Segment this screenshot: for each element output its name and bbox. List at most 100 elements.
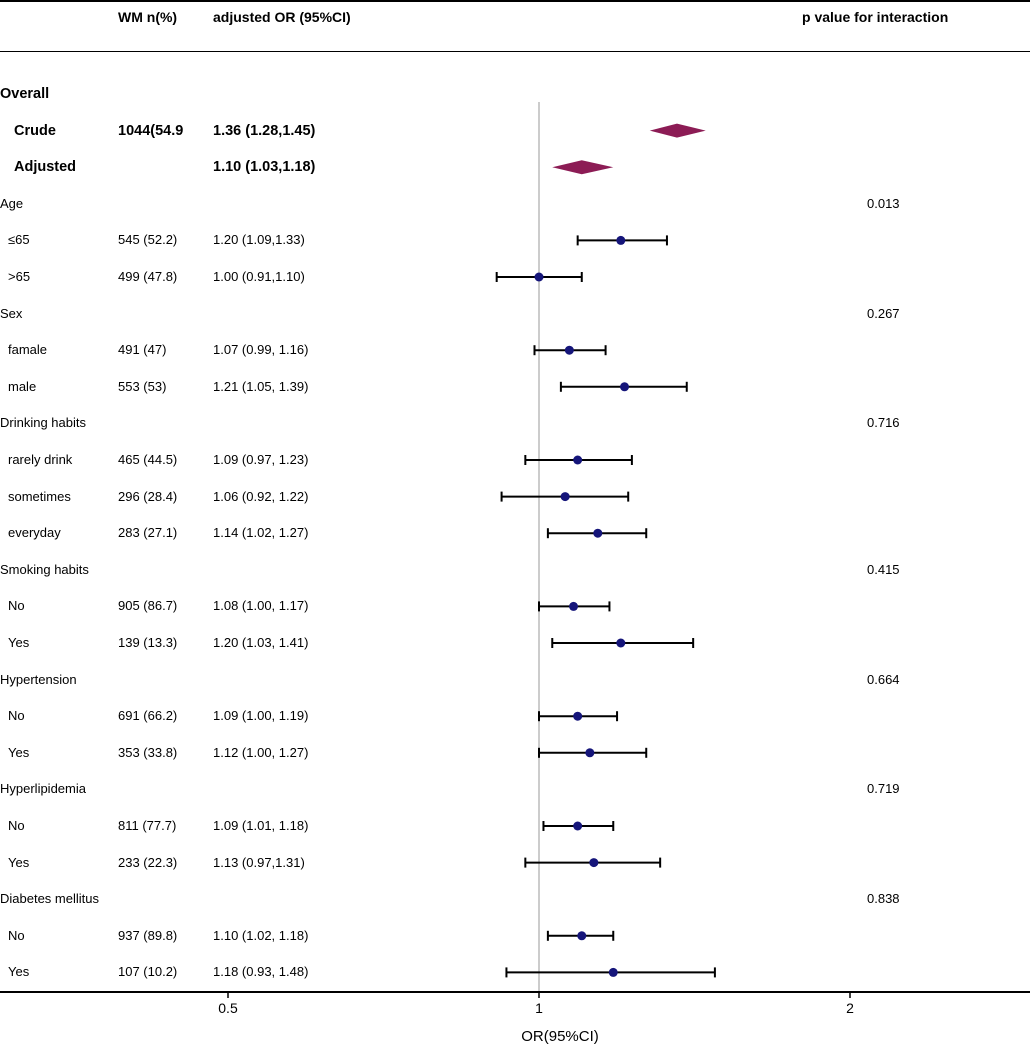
header-p: p value for interaction bbox=[802, 9, 949, 25]
table-row: everyday 283 (27.1) 1.14 (1.02, 1.27) bbox=[0, 515, 1030, 551]
row-n: 1044(54.9 bbox=[118, 122, 184, 139]
estimate-point bbox=[585, 748, 595, 758]
x-tick-label: 0.5 bbox=[218, 1000, 238, 1016]
x-tick-label: 1 bbox=[535, 1000, 543, 1016]
table-row: Overall bbox=[0, 76, 1030, 112]
row-p: 0.719 bbox=[867, 781, 900, 797]
table-row: Drinking habits 0.716 bbox=[0, 405, 1030, 441]
row-label: famale bbox=[8, 342, 48, 358]
row-p: 0.838 bbox=[867, 891, 900, 907]
row-n: 296 (28.4) bbox=[118, 488, 178, 504]
row-p: 0.267 bbox=[867, 305, 900, 321]
row-label: Smoking habits bbox=[0, 561, 89, 577]
x-axis-label: OR(95%CI) bbox=[521, 1028, 599, 1045]
row-label: No bbox=[8, 927, 25, 943]
row-n: 353 (33.8) bbox=[118, 744, 178, 760]
row-label: rarely drink bbox=[8, 452, 73, 467]
row-or: 1.06 (0.92, 1.22) bbox=[213, 488, 309, 504]
table-row: No 905 (86.7) 1.08 (1.00, 1.17) bbox=[0, 588, 1030, 624]
table-row: No 691 (66.2) 1.09 (1.00, 1.19) bbox=[0, 698, 1030, 734]
header-n: WM n(%) bbox=[118, 9, 178, 25]
row-or: 1.20 (1.03, 1.41) bbox=[213, 635, 309, 650]
row-label: No bbox=[8, 598, 25, 614]
estimate-point bbox=[616, 638, 626, 648]
row-n: 107 (10.2) bbox=[118, 964, 178, 980]
table-row: Yes 107 (10.2) 1.18 (0.93, 1.48) bbox=[0, 954, 1030, 990]
estimate-point bbox=[620, 382, 630, 392]
row-n: 139 (13.3) bbox=[118, 635, 178, 650]
estimate-point bbox=[573, 711, 583, 721]
row-n: 233 (22.3) bbox=[118, 854, 178, 870]
estimate-point bbox=[560, 492, 570, 502]
row-label: >65 bbox=[8, 269, 31, 284]
row-label: Yes bbox=[8, 744, 30, 760]
row-n: 937 (89.8) bbox=[118, 927, 178, 943]
row-n: 465 (44.5) bbox=[118, 452, 178, 467]
estimate-point bbox=[589, 858, 599, 868]
table-row: Age 0.013 bbox=[0, 186, 1030, 222]
x-tick-label: 2 bbox=[846, 1000, 854, 1016]
table-row: Smoking habits 0.415 bbox=[0, 552, 1030, 588]
row-or: 1.10 (1.03,1.18) bbox=[213, 159, 316, 176]
row-label: No bbox=[8, 818, 25, 833]
row-or: 1.08 (1.00, 1.17) bbox=[213, 598, 309, 614]
row-label: ≤65 bbox=[8, 232, 30, 248]
table-row: male 553 (53) 1.21 (1.05, 1.39) bbox=[0, 369, 1030, 405]
row-n: 691 (66.2) bbox=[118, 708, 178, 724]
estimate-point bbox=[569, 601, 579, 611]
row-label: Overall bbox=[0, 86, 50, 102]
header-or: adjusted OR (95%CI) bbox=[213, 9, 351, 25]
row-label: Yes bbox=[8, 964, 30, 980]
estimate-point bbox=[577, 931, 587, 941]
row-p: 0.716 bbox=[867, 415, 900, 431]
row-or: 1.18 (0.93, 1.48) bbox=[213, 964, 309, 980]
row-or: 1.09 (0.97, 1.23) bbox=[213, 452, 309, 467]
row-label: Hypertension bbox=[0, 671, 77, 687]
row-p: 0.664 bbox=[867, 671, 900, 687]
row-label: Yes bbox=[8, 635, 30, 650]
row-label: Sex bbox=[0, 305, 23, 321]
row-p: 0.415 bbox=[867, 561, 900, 577]
table-row: Adjusted 1.10 (1.03,1.18) bbox=[0, 149, 1030, 185]
table-row: famale 491 (47) 1.07 (0.99, 1.16) bbox=[0, 332, 1030, 368]
estimate-point bbox=[608, 967, 618, 977]
row-or: 1.00 (0.91,1.10) bbox=[213, 269, 305, 284]
row-label: Crude bbox=[14, 122, 56, 139]
row-n: 553 (53) bbox=[118, 378, 167, 394]
row-label: Adjusted bbox=[14, 159, 77, 176]
row-label: male bbox=[8, 378, 37, 394]
row-or: 1.07 (0.99, 1.16) bbox=[213, 342, 309, 358]
row-or: 1.20 (1.09,1.33) bbox=[213, 232, 305, 248]
row-n: 499 (47.8) bbox=[118, 269, 178, 284]
estimate-diamond bbox=[649, 123, 706, 138]
table-row: Yes 139 (13.3) 1.20 (1.03, 1.41) bbox=[0, 625, 1030, 661]
table-row: No 811 (77.7) 1.09 (1.01, 1.18) bbox=[0, 808, 1030, 844]
row-or: 1.21 (1.05, 1.39) bbox=[213, 378, 309, 394]
estimate-diamond bbox=[552, 160, 614, 175]
table-row: rarely drink 465 (44.5) 1.09 (0.97, 1.23) bbox=[0, 442, 1030, 478]
row-n: 491 (47) bbox=[118, 342, 167, 358]
row-label: Age bbox=[0, 195, 24, 211]
row-or: 1.09 (1.01, 1.18) bbox=[213, 818, 309, 833]
row-or: 1.10 (1.02, 1.18) bbox=[213, 927, 309, 943]
row-label: sometimes bbox=[8, 488, 71, 504]
row-or: 1.14 (1.02, 1.27) bbox=[213, 525, 309, 541]
table-row: Yes 353 (33.8) 1.12 (1.00, 1.27) bbox=[0, 735, 1030, 771]
table-row: Yes 233 (22.3) 1.13 (0.97,1.31) bbox=[0, 845, 1030, 881]
row-n: 905 (86.7) bbox=[118, 598, 178, 614]
table-row: Hyperlipidemia 0.719 bbox=[0, 771, 1030, 807]
estimate-point bbox=[573, 821, 583, 831]
row-or: 1.13 (0.97,1.31) bbox=[213, 854, 305, 870]
estimate-point bbox=[616, 235, 626, 245]
row-or: 1.36 (1.28,1.45) bbox=[213, 122, 316, 139]
row-n: 545 (52.2) bbox=[118, 232, 178, 248]
table-row: sometimes 296 (28.4) 1.06 (0.92, 1.22) bbox=[0, 479, 1030, 515]
row-label: Diabetes mellitus bbox=[0, 891, 99, 907]
row-n: 283 (27.1) bbox=[118, 525, 178, 541]
table-row: >65 499 (47.8) 1.00 (0.91,1.10) bbox=[0, 259, 1030, 295]
row-p: 0.013 bbox=[867, 195, 900, 211]
top-rule bbox=[0, 0, 1030, 2]
row-label: No bbox=[8, 708, 25, 724]
table-row: Crude 1044(54.9 1.36 (1.28,1.45) bbox=[0, 113, 1030, 149]
